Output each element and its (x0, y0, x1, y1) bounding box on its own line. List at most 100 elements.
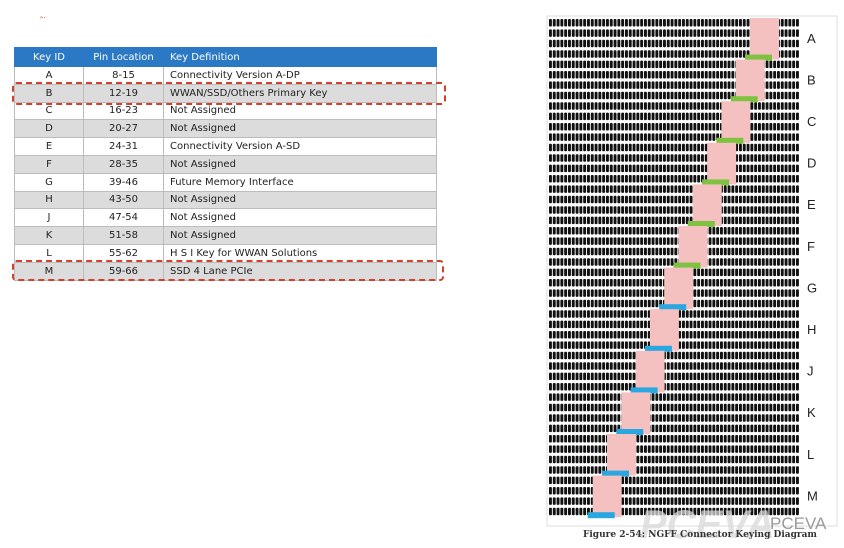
pin (583, 112, 587, 121)
pin (708, 29, 712, 37)
pin (587, 19, 590, 27)
pin (784, 487, 788, 495)
pin (575, 497, 579, 505)
pin (758, 445, 761, 453)
pin (560, 310, 564, 318)
pin (704, 476, 708, 485)
key-id-cell: B (14, 83, 84, 103)
pin (689, 71, 693, 79)
pin (598, 81, 602, 89)
pin (606, 299, 609, 308)
pin (598, 39, 602, 48)
pin (758, 435, 761, 443)
pin (685, 414, 689, 422)
pin (651, 91, 655, 100)
pin (750, 393, 754, 401)
pin (704, 362, 708, 370)
pin (704, 507, 708, 516)
pin (788, 50, 792, 58)
pin (655, 487, 659, 495)
pin (556, 445, 560, 453)
pin (792, 445, 796, 453)
pin (606, 393, 609, 401)
pin (746, 268, 750, 277)
pin (788, 19, 792, 27)
pin (636, 123, 640, 131)
pin (769, 393, 773, 401)
pin (594, 39, 598, 48)
pin (689, 175, 693, 183)
pin (556, 123, 560, 131)
pin (583, 403, 587, 412)
pin (780, 71, 784, 79)
pin (651, 71, 655, 79)
pin (777, 299, 780, 308)
pin (579, 258, 583, 266)
pin (735, 497, 739, 505)
key-region (592, 475, 622, 518)
pin (704, 154, 708, 162)
pin (788, 507, 792, 516)
pin (602, 216, 606, 225)
pin (784, 393, 788, 401)
pin (784, 195, 788, 204)
pin (549, 299, 552, 308)
pin (792, 60, 796, 69)
pin (583, 393, 587, 401)
pin (644, 60, 647, 69)
pin (602, 185, 606, 193)
pin (549, 71, 552, 79)
pin (689, 91, 693, 100)
pin (590, 206, 594, 214)
pin (636, 216, 640, 225)
key-region (635, 350, 665, 393)
pin (659, 507, 663, 516)
pin (765, 206, 769, 214)
pin (773, 143, 777, 152)
pin (632, 29, 636, 37)
pin (632, 247, 636, 256)
pin (549, 206, 552, 214)
pin (754, 455, 758, 464)
pin (659, 71, 663, 79)
pin (617, 383, 621, 391)
pin (609, 227, 613, 235)
pin (796, 71, 799, 79)
pin (549, 476, 552, 485)
pin (739, 310, 742, 318)
pin (716, 341, 720, 349)
pin (556, 341, 560, 349)
pin (723, 216, 727, 225)
pin (731, 310, 735, 318)
pin (609, 424, 613, 433)
pin (682, 476, 685, 485)
pin (571, 195, 575, 204)
pin (788, 195, 792, 204)
pin (659, 414, 663, 422)
pin (758, 341, 761, 349)
pin (780, 299, 784, 308)
pin (617, 154, 621, 162)
pin (663, 237, 666, 245)
pin (796, 507, 799, 516)
pin (739, 393, 742, 401)
pin (571, 133, 575, 141)
pin (587, 341, 590, 349)
pin (758, 195, 761, 204)
pin (556, 50, 560, 58)
pin (621, 19, 625, 27)
pin (777, 91, 780, 100)
pin (682, 383, 685, 391)
pin (560, 331, 564, 339)
pin (606, 143, 609, 152)
pin (663, 175, 666, 183)
pin (636, 102, 640, 110)
pin (750, 299, 754, 308)
pin (636, 299, 640, 308)
pin (659, 123, 663, 131)
pin (693, 81, 697, 89)
pin (590, 435, 594, 443)
pin (716, 445, 720, 453)
pin (780, 341, 784, 349)
pin (780, 445, 784, 453)
